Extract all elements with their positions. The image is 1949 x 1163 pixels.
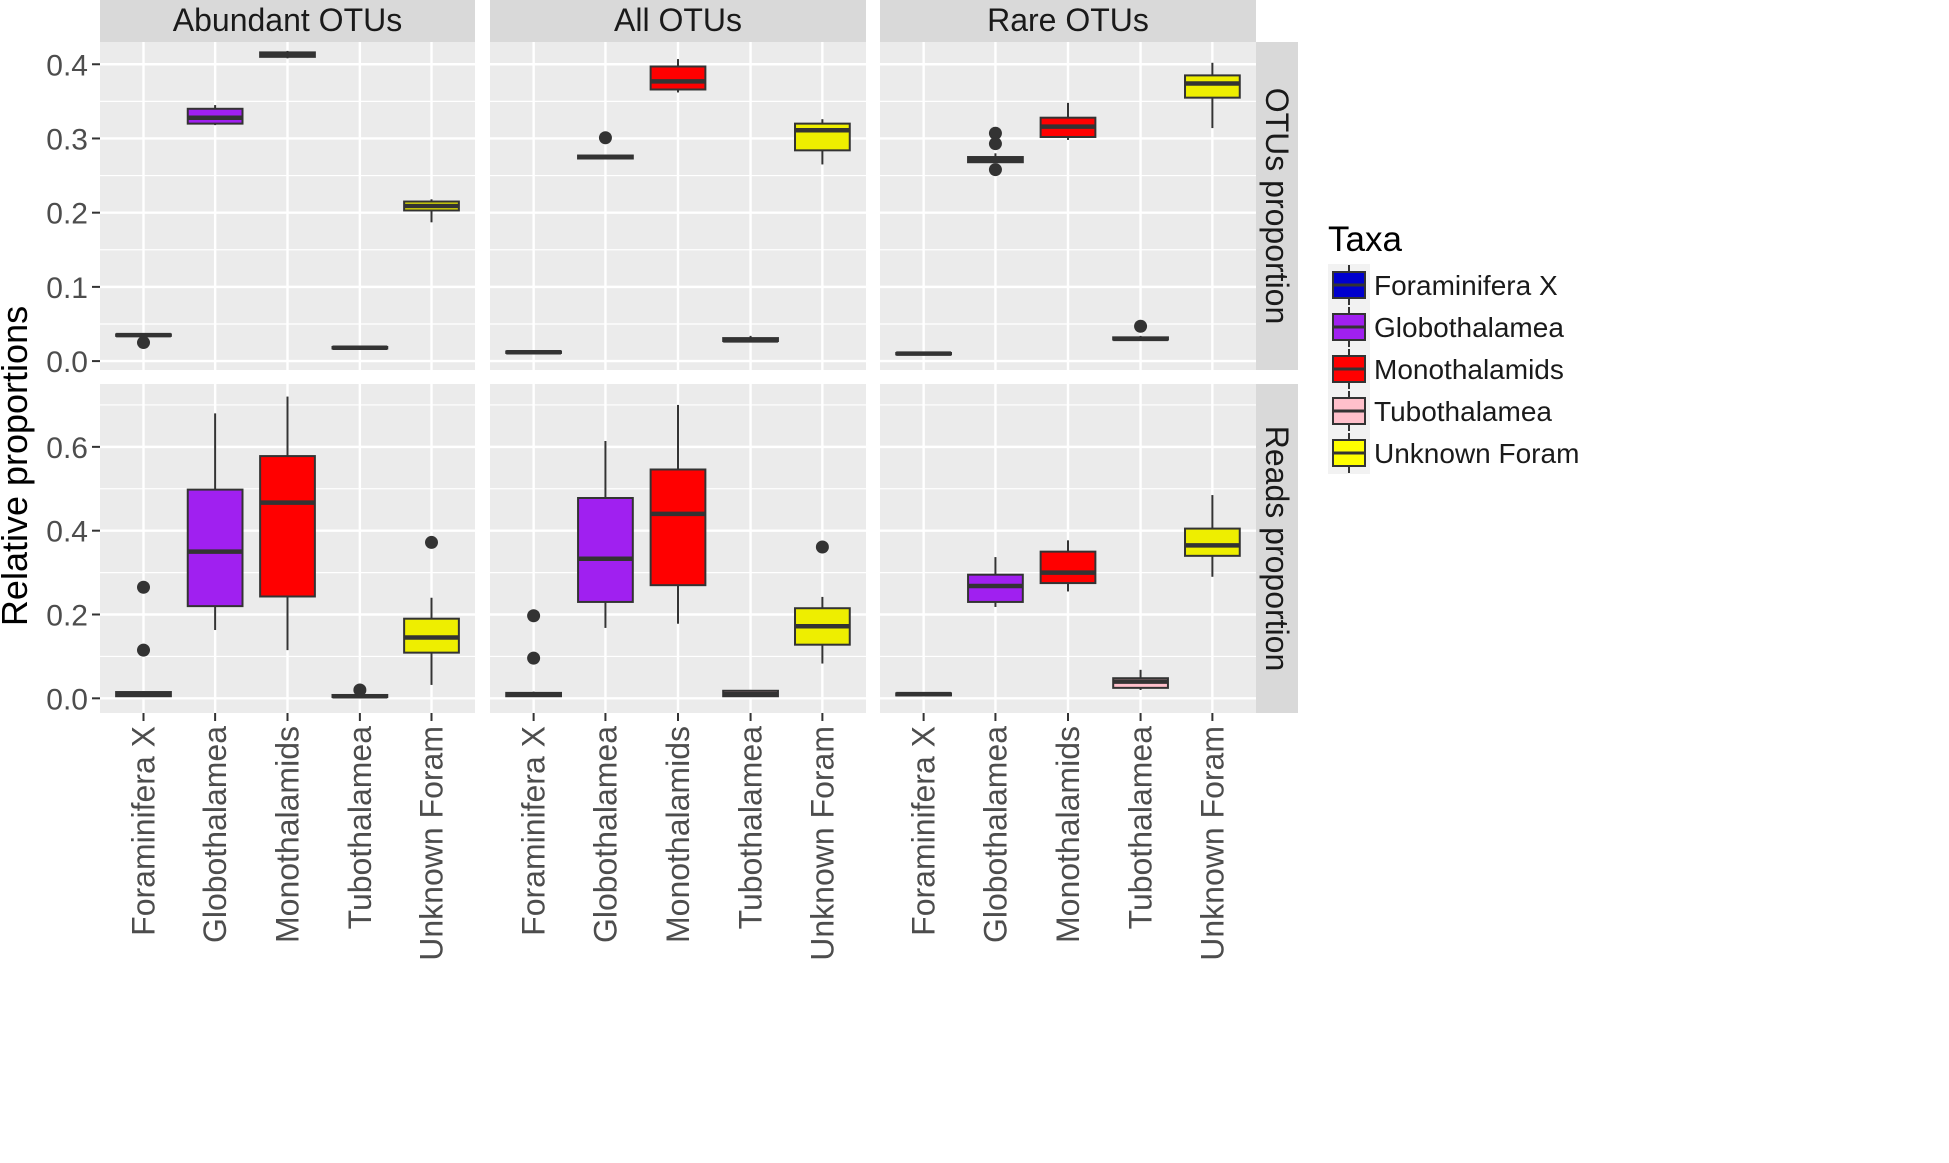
- x-tick-label: Monothalamids: [660, 726, 696, 943]
- y-tick-label: 0.4: [46, 516, 88, 549]
- box-iqr: [259, 455, 316, 598]
- legend-item-label: Globothalamea: [1374, 312, 1564, 343]
- x-tick-label: Foraminifera X: [126, 726, 162, 936]
- boxes-0-0: [115, 50, 460, 350]
- y-tick-label: 0.1: [46, 272, 88, 305]
- col-strip-label: Rare OTUs: [987, 2, 1149, 38]
- legend-title: Taxa: [1328, 220, 1402, 259]
- box-iqr: [967, 573, 1024, 603]
- x-tick-label: Globothalamea: [977, 726, 1013, 943]
- y-axis-title: Relative proportions: [0, 306, 35, 626]
- box-iqr: [186, 488, 244, 608]
- legend-item: Unknown Foram: [1328, 432, 1579, 474]
- x-tick-label: Tubothalamea: [733, 726, 769, 930]
- legend-item-label: Unknown Foram: [1374, 438, 1579, 469]
- panels-layer: [100, 42, 1256, 713]
- strip-background: [100, 0, 475, 42]
- legend-item: Tubothalamea: [1328, 390, 1552, 432]
- strips-layer: Abundant OTUs All OTUs Rare OTUs OTUs propo…: [100, 0, 1298, 713]
- box-iqr: [649, 65, 707, 91]
- col-strip: Rare OTUs: [880, 0, 1256, 42]
- legend-item-label: Foraminifera X: [1374, 270, 1558, 301]
- boxes-1-0: [115, 396, 460, 699]
- box-iqr: [1184, 74, 1241, 99]
- strip-background: [1256, 384, 1298, 713]
- y-tick-label: 0.2: [46, 198, 88, 231]
- col-strip: All OTUs: [490, 0, 866, 42]
- x-tick-label: Unknown Foram: [414, 726, 450, 961]
- x-tick-label: Monothalamids: [270, 726, 306, 943]
- boxes-1-2: [895, 495, 1241, 697]
- strip-background: [1256, 42, 1298, 370]
- x-tick-label: Foraminifera X: [516, 726, 552, 936]
- row-strip: Reads proportion: [1256, 384, 1298, 713]
- outlier-point: [1134, 319, 1148, 333]
- row-strip: OTUs proportion: [1256, 42, 1298, 370]
- legend: Taxa Foraminifera X Globothalamea Monothala…: [1328, 220, 1579, 474]
- x-tick-label: Foraminifera X: [906, 726, 942, 936]
- row-strip-label: OTUs proportion: [1259, 88, 1295, 325]
- strip-background: [490, 0, 866, 42]
- col-strip: Abundant OTUs: [100, 0, 475, 42]
- outlier-point: [598, 131, 612, 145]
- panel-0-1: [490, 42, 866, 370]
- boxes-1-1: [505, 404, 851, 698]
- outlier-point: [527, 651, 541, 665]
- legend-item: Foraminifera X: [1328, 264, 1558, 306]
- box-iqr: [1184, 527, 1241, 557]
- box-iqr: [577, 496, 634, 603]
- outlier-point: [137, 580, 150, 594]
- outlier-point: [815, 540, 829, 554]
- outlier-point: [425, 535, 438, 549]
- col-strip-label: All OTUs: [614, 2, 742, 38]
- x-tick-label: Unknown Foram: [804, 726, 840, 961]
- y-tick-label: 0.4: [46, 49, 88, 82]
- col-strip-label: Abundant OTUs: [173, 2, 402, 38]
- x-tick-label: Unknown Foram: [1194, 726, 1230, 961]
- y-tick-label: 0.2: [46, 600, 88, 633]
- y-tick-label: 0.6: [46, 432, 88, 465]
- x-tick-label: Globothalamea: [197, 726, 233, 943]
- x-tick-label: Tubothalamea: [342, 726, 378, 930]
- legend-item-label: Monothalamids: [1374, 354, 1564, 385]
- strip-background: [880, 0, 1256, 42]
- outlier-point: [353, 683, 367, 697]
- y-tick-label: 0.3: [46, 123, 88, 156]
- x-tick-label: Globothalamea: [587, 726, 623, 943]
- box-iqr: [794, 122, 851, 152]
- outlier-point: [988, 137, 1002, 151]
- outlier-point: [527, 609, 541, 623]
- boxes-0-2: [895, 62, 1241, 356]
- box-iqr: [1039, 550, 1097, 585]
- legend-item: Monothalamids: [1328, 348, 1564, 390]
- y-tick-label: 0.0: [46, 683, 88, 716]
- axes-layer: 0.0 0.1 0.2 0.3 0.4 0.0 0.2 0.4 0.6 Foraminifera …: [46, 49, 1230, 960]
- legend-item-label: Tubothalamea: [1374, 396, 1552, 427]
- x-tick-label: Monothalamids: [1050, 726, 1086, 943]
- outlier-point: [988, 126, 1002, 140]
- box-iqr: [649, 468, 707, 587]
- legend-item: Globothalamea: [1328, 306, 1564, 348]
- outlier-point: [137, 336, 150, 350]
- boxes-0-1: [505, 59, 851, 355]
- outlier-point: [137, 643, 150, 657]
- outlier-point: [988, 163, 1002, 177]
- x-tick-label: Tubothalamea: [1123, 726, 1159, 930]
- row-strip-label: Reads proportion: [1259, 426, 1295, 671]
- y-tick-label: 0.0: [46, 346, 88, 379]
